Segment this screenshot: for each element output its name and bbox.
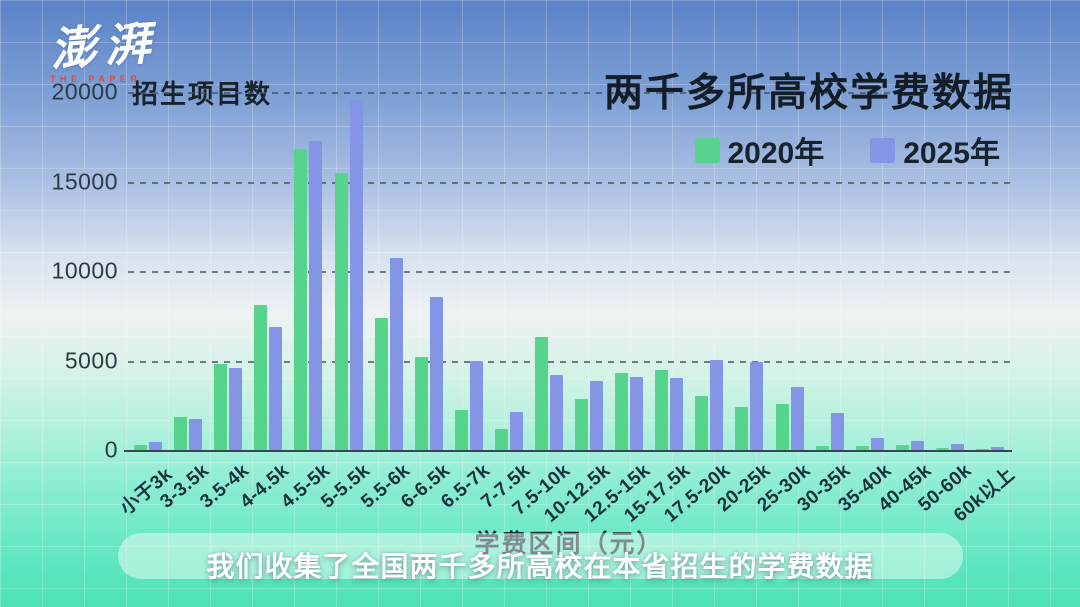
y-tick-label: 10000 (51, 257, 118, 284)
bar-2025年-40-45k (910, 441, 924, 450)
bar-2020年-20-25k (735, 407, 749, 450)
bar-2020年-10-12.5k (575, 399, 589, 450)
bar-group: 5.5-6k (357, 92, 414, 513)
bar-2020年-5-5.5k (334, 172, 348, 450)
y-tick-label: 5000 (64, 347, 118, 373)
bar-2025年-5.5-6k (389, 258, 403, 450)
bar-2020年-6-6.5k (414, 356, 428, 450)
gridline-5000 (128, 360, 1010, 363)
bar-2020年-17.5-20k (695, 396, 709, 450)
gridline-10000 (128, 271, 1010, 273)
bar-group: 5-5.5k (317, 92, 374, 513)
bar-2020年-15-17.5k (655, 370, 669, 450)
caption-background-pill (118, 533, 963, 579)
bar-2025年-小于3k (149, 441, 163, 450)
bar-2020年-40-45k (895, 445, 909, 450)
bar-group: 6.5-7k (437, 92, 494, 513)
bar-2025年-10-12.5k (590, 381, 604, 450)
chart-title: 两千多所高校学费数据 (603, 72, 1014, 115)
legend-item-2020: 2020年 (694, 128, 825, 172)
bar-2025年-35-40k (870, 438, 884, 450)
bar-2020年-7-7.5k (494, 428, 508, 450)
bar-2020年-12.5-15k (615, 373, 629, 450)
bar-groups: 小于3k 3-3.5k 3.5-4k 4-4.5k 4.5-5k 5-5.5k 5.5-6k… (116, 92, 1019, 527)
plot-area: 招生项目数 0 5000 10000 15000 20000 小于3k 3-3.5k 3.5… (52, 79, 1019, 527)
legend-item-2025: 2025年 (870, 128, 1000, 172)
y-tick-label: 20000 (51, 78, 118, 105)
bar-2025年-30-35k (830, 413, 844, 450)
bar-group: 7-7.5k (477, 92, 534, 513)
bar-2020年-3-3.5k (174, 416, 188, 450)
bar-group: 12.5-15k (581, 92, 655, 527)
bar-2025年-6.5-7k (469, 361, 483, 450)
bar-group: 6-6.5k (397, 92, 454, 513)
bar-2020年-6.5-7k (454, 409, 468, 450)
bar-2025年-17.5-20k (710, 359, 724, 450)
legend-label-2020: 2020年 (727, 137, 825, 170)
bar-group: 4.5-5k (277, 92, 334, 513)
bar-2020年-4.5-5k (294, 149, 308, 450)
publisher-logo: 澎湃 THE PAPER (49, 10, 160, 84)
bar-group: 7.5-10k (509, 92, 574, 520)
bar-2025年-25-30k (790, 387, 804, 450)
bar-2025年-60k以上 (991, 447, 1005, 450)
gridline-20000 (128, 92, 1010, 94)
bar-group: 40-45k (874, 92, 935, 516)
gridline-15000 (128, 181, 1010, 184)
bar-2025年-12.5-15k (630, 376, 644, 450)
bar-2025年-3.5-4k (229, 367, 243, 450)
bar-group: 50-60k (914, 92, 975, 516)
bar-2020年-3.5-4k (214, 364, 228, 450)
bar-2020年-50-60k (935, 448, 949, 450)
logo-subtext: THE PAPER (50, 74, 142, 84)
bar-2025年-4.5-5k (309, 141, 323, 450)
bar-group: 10-12.5k (541, 92, 615, 527)
bar-group: 25-30k (754, 92, 815, 516)
bar-2020年-30-35k (815, 445, 829, 450)
bar-2025年-50-60k (950, 443, 964, 450)
y-axis-title: 招生项目数 (132, 79, 273, 109)
bar-group: 3-3.5k (157, 92, 214, 513)
bar-2025年-15-17.5k (670, 377, 684, 450)
bar-2025年-5-5.5k (349, 100, 363, 450)
bar-group: 3.5-4k (197, 92, 254, 513)
subtitle-caption: 我们收集了全国两千多所高校在本省招生的学费数据 (206, 551, 874, 582)
bar-group: 15-17.5k (621, 92, 695, 527)
bar-group: 60k以上 (950, 92, 1019, 526)
bar-2020年-4-4.5k (254, 305, 268, 450)
bar-2020年-60k以上 (976, 448, 990, 450)
y-tick-label: 15000 (51, 168, 118, 194)
y-tick-label: 0 (104, 436, 118, 463)
bar-group: 30-35k (794, 92, 855, 516)
bar-group: 小于3k (116, 92, 177, 519)
bar-2025年-3-3.5k (189, 418, 203, 450)
bar-2025年-7.5-10k (549, 374, 563, 450)
bar-2020年-7.5-10k (534, 337, 548, 450)
legend-swatch-2025 (870, 137, 896, 163)
bar-2020年-小于3k (134, 444, 148, 450)
bar-group: 4-4.5k (237, 92, 294, 513)
x-axis-line (124, 450, 1012, 452)
y-ticks: 0 5000 10000 15000 20000 (51, 79, 118, 463)
logo-brand-text: 澎湃 (48, 16, 160, 76)
legend-label-2025: 2025年 (903, 137, 1000, 170)
bar-2025年-7-7.5k (509, 412, 523, 450)
bar-2020年-35-40k (855, 446, 869, 450)
bar-2020年-5.5-6k (374, 317, 388, 450)
bar-group: 35-40k (834, 92, 895, 516)
bar-2020年-25-30k (775, 404, 789, 450)
bar-2025年-20-25k (750, 362, 764, 450)
bar-group: 17.5-20k (661, 92, 735, 527)
bar-2025年-4-4.5k (269, 327, 283, 450)
legend-swatch-2020 (694, 137, 720, 163)
x-axis-title: 学费区间（元） (474, 530, 664, 558)
bar-group: 20-25k (714, 92, 775, 516)
bar-2025年-6-6.5k (429, 296, 443, 450)
legend: 2020年 2025年 (694, 128, 1000, 172)
